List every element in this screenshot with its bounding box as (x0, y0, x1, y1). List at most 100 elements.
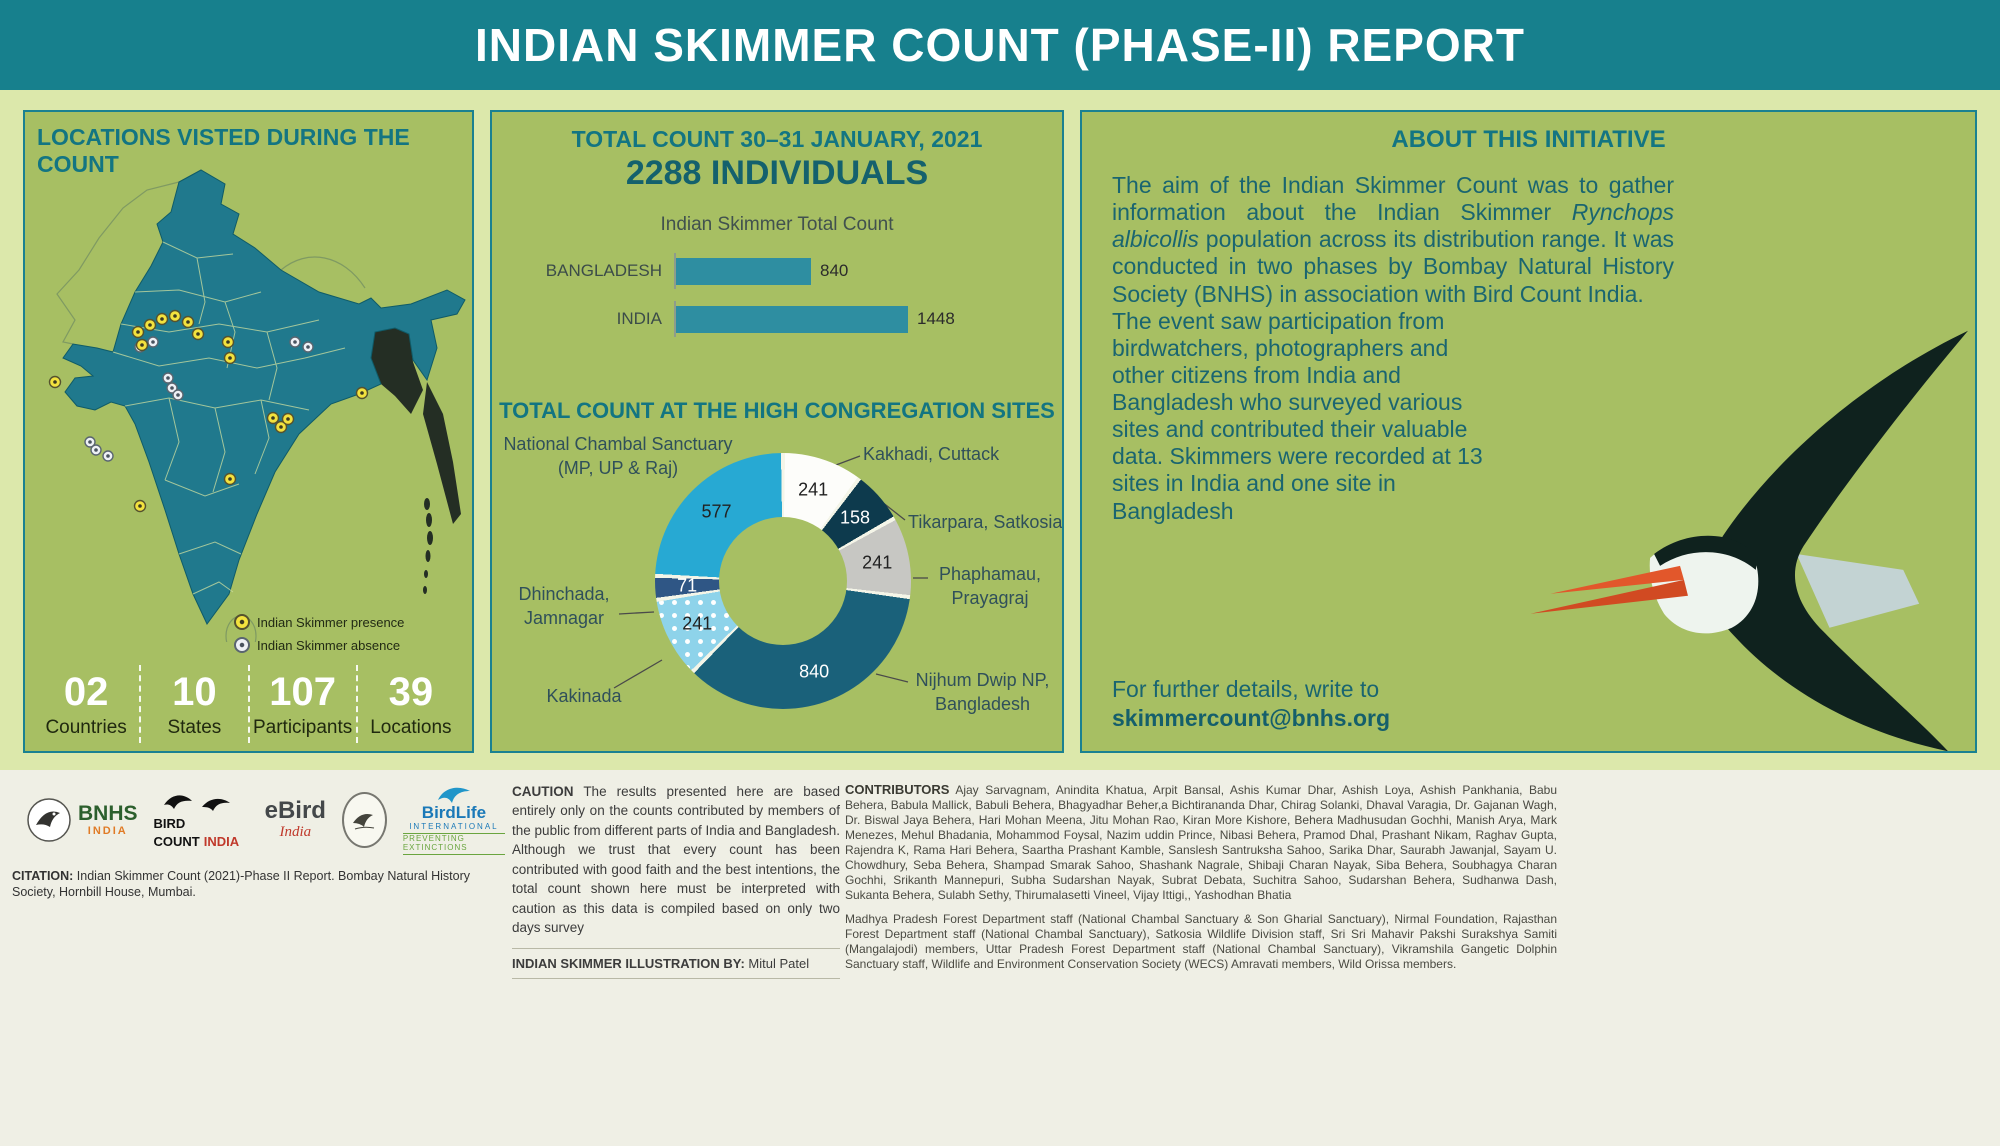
contributors: CONTRIBUTORS Ajay Sarvagnam, Anindita Kh… (845, 782, 1557, 903)
emblem-bird-icon (353, 813, 375, 830)
bird-count-text: BIRD COUNT (153, 815, 200, 849)
presence-marker-icon (234, 614, 250, 630)
legend-absence-label: Indian Skimmer absence (257, 637, 401, 653)
state-boundaries (112, 241, 346, 595)
donut-label-phaphamau: Phaphamau, Prayagraj (938, 564, 1042, 609)
donut-value: 71 (677, 575, 698, 596)
citation: CITATION: Indian Skimmer Count (2021)-Ph… (12, 868, 498, 901)
india-map-svg (48, 169, 466, 657)
citation-label: CITATION: (12, 869, 74, 883)
donut-value: 840 (799, 661, 830, 682)
contact-line: For further details, write to (1112, 676, 1380, 702)
legend-presence: Indian Skimmer presence (234, 614, 404, 630)
bar-value-india: 1448 (917, 309, 955, 328)
birdlife-international-logo: BirdLife INTERNATIONAL PREVENTING EXTINC… (402, 784, 505, 856)
donut-label-tikarpara: Tikarpara, Satkosia (908, 512, 1063, 532)
donut-label-national-chambal: National Chambal Sanctuary (MP, UP & Raj… (503, 434, 733, 479)
bar-track: 1448 (674, 301, 1012, 337)
skimmer-tail (1796, 553, 1920, 628)
skimmer-head (1649, 536, 1759, 634)
congregation-donut-chart: 241 158 241 840 241 71 577 National Chambal Sa… (492, 112, 1062, 751)
donut-values: 241 158 241 840 241 71 577 (655, 453, 911, 709)
skimmer-bill-lower (1530, 579, 1688, 614)
presence-markers (48, 309, 369, 513)
donut-hole (719, 517, 847, 645)
map-legend: Indian Skimmer presence Indian Skimmer a… (234, 614, 404, 660)
panels-row: LOCATIONS VISTED DURING THE COUNT (23, 110, 1977, 753)
citation-text: Indian Skimmer Count (2021)-Phase II Rep… (12, 869, 471, 900)
donut-label-dhinchada: Dhinchada, Jamnagar (518, 584, 610, 629)
stat-locations-label: Locations (370, 717, 452, 738)
legend-absence: Indian Skimmer absence (234, 637, 404, 653)
legend-presence-label: Indian Skimmer presence (257, 614, 405, 630)
locations-panel-title: LOCATIONS VISTED DURING THE COUNT (37, 124, 410, 177)
stats-row: 02 Countries 10 States 107 Participants … (33, 665, 464, 743)
skimmer-wings (1711, 330, 1969, 751)
species-name: Rynchops albicollis (1112, 199, 1674, 253)
header-banner: INDIAN SKIMMER COUNT (PHASE-II) REPORT (0, 0, 2000, 90)
total-individuals: 2288 INDIVIDUALS (625, 154, 929, 192)
illustration-credit-label: INDIAN SKIMMER ILLUSTRATION BY: (512, 955, 745, 971)
absence-marker-icon (234, 637, 250, 653)
total-count-bar-chart: Indian Skimmer Total Count BANGLADESH 84… (542, 214, 1012, 352)
stat-countries: 02 Countries (33, 665, 139, 743)
caution-text: The results presented here are based ent… (512, 784, 840, 936)
stat-participants-label: Participants (252, 717, 353, 738)
page-title: INDIAN SKIMMER COUNT (PHASE-II) REPORT (475, 19, 1525, 71)
bird-count-india-text: INDIA (203, 833, 240, 849)
illustration-credit-name: Mitul Patel (744, 955, 810, 971)
donut-value: 241 (682, 613, 713, 634)
bar-value-bangladesh: 840 (820, 261, 849, 280)
bnhs-india-logo: BNHS INDIA (26, 797, 138, 843)
locations-panel: LOCATIONS VISTED DURING THE COUNT (23, 110, 474, 753)
stat-states-value: 10 (172, 670, 217, 714)
donut-value: 241 (862, 552, 893, 573)
about-panel: ABOUT THIS INITIATIVE The aim of the Ind… (1080, 110, 1977, 753)
bird-society-emblem-logo (341, 791, 387, 848)
ebird-india-logo: eBird India (265, 797, 326, 841)
bird-count-india-logo: BIRD COUNT INDIA (154, 789, 249, 850)
footer-middle: CAUTION The results presented here are b… (512, 782, 840, 979)
caution-note: CAUTION The results presented here are b… (512, 782, 840, 938)
bar-track: 840 (674, 253, 1012, 289)
bar-category-bangladesh: BANGLADESH (545, 261, 662, 280)
contributors-organisations: Madhya Pradesh Forest Department staff (… (845, 912, 1557, 972)
india-shape (62, 169, 466, 625)
andaman-islands (423, 498, 433, 594)
logos-row: BNHS INDIA BIRD COUNT INDIA eBird Indi (0, 770, 505, 856)
count-panel-title: TOTAL COUNT 30–31 JANUARY, 2021 (571, 126, 983, 152)
stat-participants: 107 Participants (247, 665, 356, 743)
skimmer-silhouettes-icon (164, 795, 231, 811)
donut-label-kakinada: Kakinada (546, 686, 622, 706)
footer-right: CONTRIBUTORS Ajay Sarvagnam, Anindita Kh… (845, 782, 1557, 972)
donut-value: 577 (701, 501, 732, 522)
stat-participants-value: 107 (269, 670, 336, 714)
bar-row-india: INDIA 1448 (542, 301, 1012, 337)
donut-chart: 241 158 241 840 241 71 577 (655, 453, 911, 709)
contact-block: For further details, write to skimmercou… (1112, 675, 1390, 733)
donut-label-nijhum: Nijhum Dwip NP, Bangladesh (915, 670, 1050, 715)
stat-locations-value: 39 (388, 670, 434, 714)
bangladesh-myanmar-shape (371, 328, 461, 524)
donut-label-kakhadi: Kakhadi, Cuttack (863, 444, 1000, 464)
stat-locations: 39 Locations (355, 665, 464, 743)
caution-label: CAUTION (512, 784, 574, 799)
footer-left: BNHS INDIA BIRD COUNT INDIA eBird Indi (0, 770, 505, 899)
contributors-names: Ajay Sarvagnam, Anindita Khatua, Arpit B… (845, 783, 1557, 903)
stat-countries-value: 02 (63, 670, 109, 714)
donut-value: 158 (840, 507, 871, 528)
bnhs-logo-subtext: INDIA (87, 825, 128, 838)
bar-row-bangladesh: BANGLADESH 840 (542, 253, 1012, 289)
donut-value: 241 (798, 479, 829, 500)
illustration-credit: INDIAN SKIMMER ILLUSTRATION BY: Mitul Pa… (512, 947, 840, 979)
stat-states: 10 States (139, 665, 247, 743)
contributors-label: CONTRIBUTORS (845, 782, 950, 797)
count-panel: TOTAL COUNT 30–31 JANUARY, 2021 2288 IND… (490, 110, 1064, 753)
about-text: The aim of the Indian Skimmer Count was … (1112, 172, 1674, 525)
skimmer-bill-upper (1550, 565, 1684, 594)
congregation-title: TOTAL COUNT AT THE HIGH CONGREGATION SIT… (499, 398, 1055, 423)
bar-chart-title: Indian Skimmer Total Count (660, 214, 894, 235)
contact-email-link[interactable]: skimmercount@bnhs.org (1112, 704, 1391, 731)
preventing-extinctions-text: PREVENTING EXTINCTIONS (402, 833, 505, 856)
